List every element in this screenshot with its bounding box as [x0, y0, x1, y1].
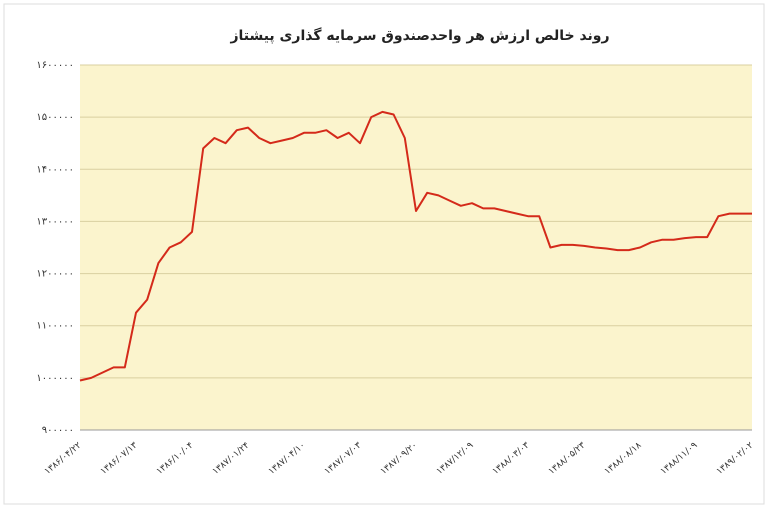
y-tick-label: ۹۰۰۰۰۰ [42, 425, 74, 436]
chart-title: روند خالص ارزش هر واحدصندوق سرمایه گذاری… [229, 27, 609, 44]
data-line [79, 110, 752, 382]
y-tick-label: ۱۲۰۰۰۰۰ [36, 269, 74, 280]
y-tick-label: ۱۵۰۰۰۰۰ [36, 112, 74, 123]
y-tick-label: ۱۳۰۰۰۰۰ [36, 216, 74, 227]
plot-area [80, 65, 752, 430]
y-tick-label: ۱۰۰۰۰۰۰ [36, 373, 74, 384]
y-tick-label: ۱۴۰۰۰۰۰ [36, 164, 74, 175]
y-tick-label: ۱۱۰۰۰۰۰ [36, 321, 74, 332]
y-tick-label: ۱۶۰۰۰۰۰ [36, 60, 74, 71]
